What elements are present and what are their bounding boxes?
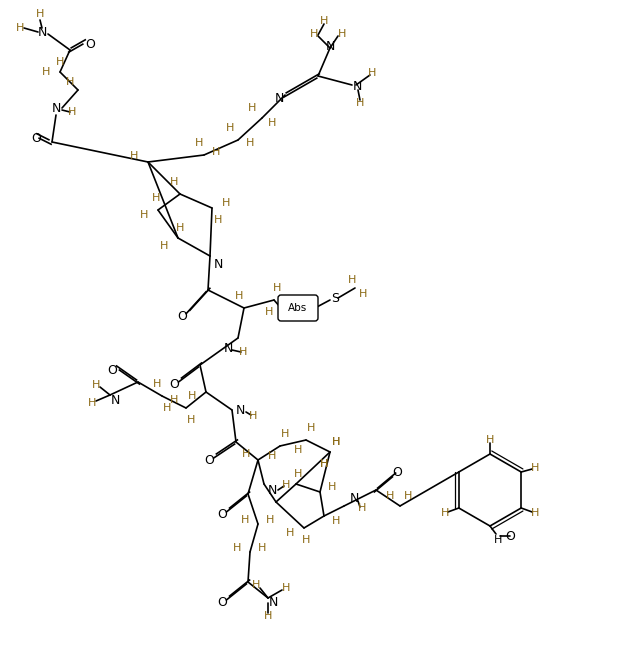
Text: H: H	[212, 147, 220, 157]
Text: H: H	[42, 67, 50, 77]
Text: H: H	[404, 491, 412, 501]
Text: H: H	[268, 118, 276, 128]
Text: O: O	[177, 310, 187, 323]
Text: H: H	[252, 580, 260, 590]
Text: N: N	[268, 484, 276, 496]
Text: H: H	[386, 491, 394, 501]
Text: H: H	[348, 275, 356, 285]
Text: O: O	[107, 364, 117, 378]
Text: H: H	[265, 307, 273, 317]
Text: N: N	[352, 81, 362, 94]
Text: N: N	[236, 403, 244, 416]
Text: H: H	[170, 177, 178, 187]
Text: H: H	[358, 503, 366, 513]
Text: H: H	[152, 193, 160, 203]
Text: H: H	[248, 103, 256, 113]
Text: H: H	[258, 543, 266, 553]
Text: H: H	[320, 459, 328, 469]
Text: H: H	[233, 543, 241, 553]
Text: H: H	[486, 435, 494, 445]
Text: H: H	[302, 535, 310, 545]
Text: H: H	[310, 29, 318, 39]
Text: H: H	[531, 508, 540, 518]
Text: O: O	[85, 38, 95, 51]
Text: N: N	[325, 40, 335, 53]
Text: H: H	[241, 515, 249, 525]
Text: O: O	[505, 529, 515, 543]
FancyBboxPatch shape	[278, 295, 318, 321]
Text: H: H	[286, 528, 294, 538]
Text: Abs: Abs	[289, 303, 308, 313]
Text: H: H	[282, 583, 290, 593]
Text: H: H	[294, 445, 302, 455]
Text: N: N	[37, 26, 47, 38]
Text: O: O	[217, 597, 227, 609]
Text: H: H	[176, 223, 184, 233]
Text: H: H	[239, 347, 247, 357]
Text: N: N	[223, 341, 233, 354]
Text: H: H	[264, 611, 272, 621]
Text: H: H	[273, 283, 281, 293]
Text: H: H	[226, 123, 234, 133]
Text: H: H	[160, 241, 168, 251]
Text: H: H	[282, 480, 290, 490]
Text: H: H	[368, 68, 376, 78]
Text: H: H	[307, 423, 315, 433]
Text: S: S	[331, 292, 339, 304]
Text: H: H	[16, 23, 24, 33]
Text: H: H	[140, 210, 148, 220]
Text: H: H	[36, 9, 44, 19]
Text: H: H	[188, 391, 196, 401]
Text: H: H	[281, 429, 289, 439]
Text: H: H	[266, 515, 274, 525]
Text: H: H	[242, 449, 250, 459]
Text: H: H	[130, 151, 138, 161]
Text: N: N	[51, 102, 61, 114]
Text: O: O	[217, 508, 227, 521]
Text: H: H	[531, 463, 540, 473]
Text: H: H	[222, 198, 230, 208]
Text: O: O	[31, 131, 41, 145]
Text: H: H	[338, 29, 346, 39]
Text: H: H	[153, 379, 161, 389]
Text: H: H	[214, 215, 222, 225]
Text: N: N	[275, 92, 284, 106]
Text: H: H	[68, 107, 76, 117]
Text: H: H	[294, 469, 302, 479]
Text: H: H	[356, 98, 364, 108]
Text: H: H	[328, 482, 336, 492]
Text: H: H	[66, 77, 74, 87]
Text: H: H	[56, 57, 64, 67]
Text: H: H	[163, 403, 171, 413]
Text: H: H	[494, 535, 502, 545]
Text: H: H	[332, 516, 340, 526]
Text: N: N	[268, 597, 278, 609]
Text: H: H	[170, 395, 178, 405]
Text: O: O	[392, 465, 402, 478]
Text: H: H	[332, 437, 340, 447]
Text: N: N	[213, 257, 223, 271]
Text: H: H	[92, 380, 100, 390]
Text: O: O	[204, 455, 214, 467]
Text: H: H	[268, 451, 276, 461]
Text: H: H	[246, 138, 254, 148]
Text: H: H	[332, 437, 340, 447]
Text: H: H	[195, 138, 203, 148]
Text: H: H	[320, 16, 328, 26]
Text: H: H	[249, 411, 257, 421]
Text: N: N	[349, 492, 358, 504]
Text: O: O	[169, 378, 179, 391]
Text: H: H	[235, 291, 243, 301]
Text: H: H	[187, 415, 195, 425]
Text: H: H	[359, 289, 367, 299]
Text: H: H	[320, 459, 328, 469]
Text: H: H	[88, 398, 96, 408]
Text: H: H	[440, 508, 449, 518]
Text: N: N	[110, 393, 120, 407]
